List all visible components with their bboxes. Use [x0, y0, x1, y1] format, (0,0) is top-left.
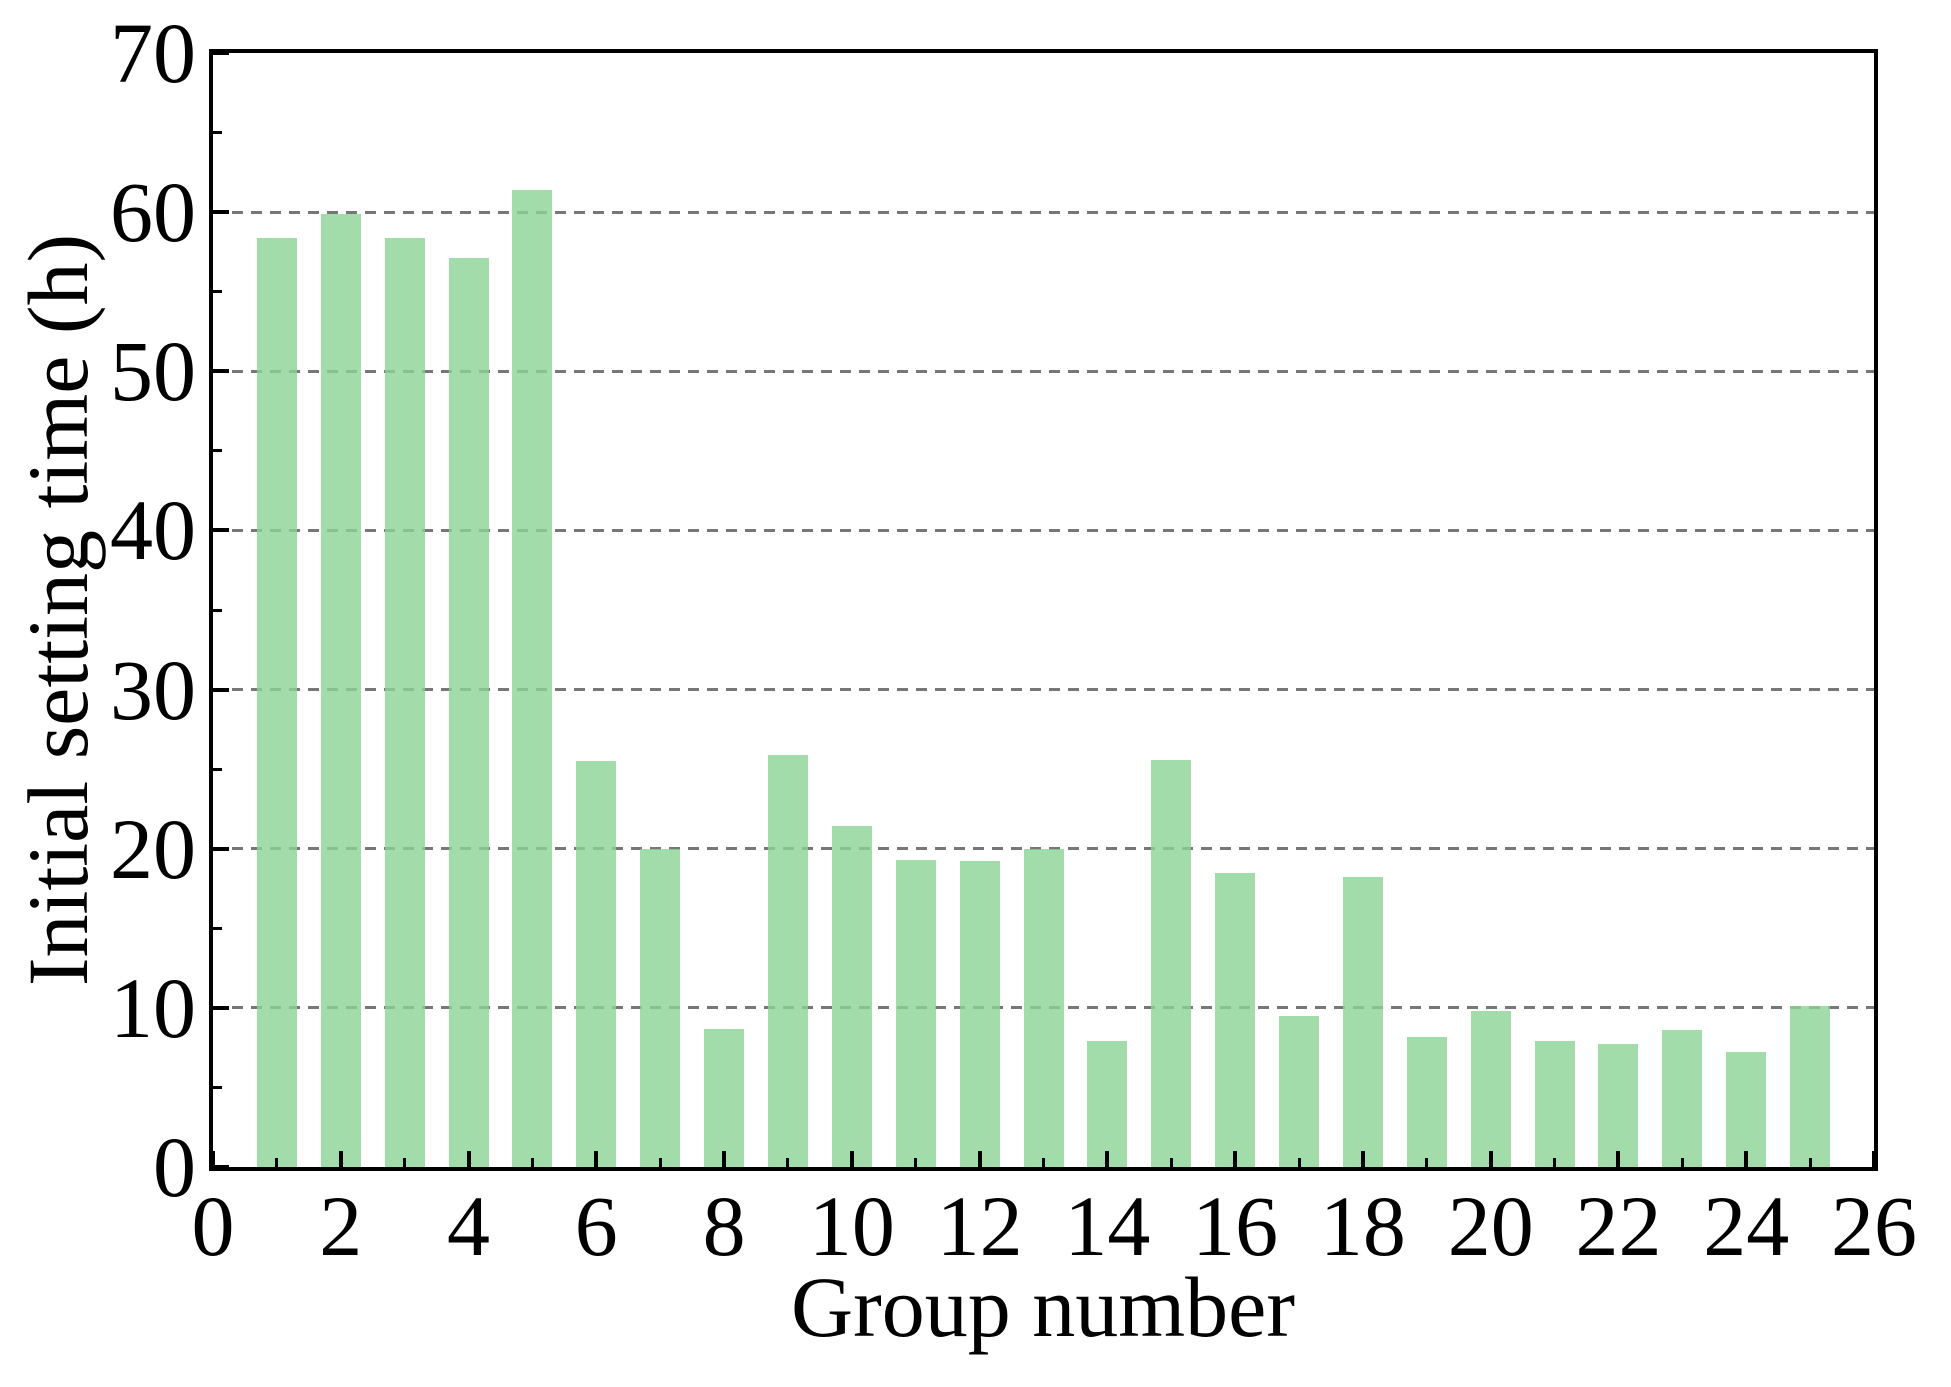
bar-group-18	[1342, 877, 1383, 1167]
x-tick-label-2: 2	[319, 1178, 363, 1274]
bar-group-5	[512, 189, 553, 1167]
y-tick-label-40: 40	[110, 482, 196, 579]
x-tick-label-18: 18	[1319, 1178, 1406, 1274]
x-tick-20	[1488, 1151, 1493, 1167]
y-minor-tick-35	[213, 608, 222, 612]
y-tick-30	[213, 687, 229, 692]
x-tick-label-22: 22	[1575, 1178, 1662, 1274]
y-tick-60	[213, 210, 229, 215]
x-minor-tick-7	[658, 1158, 662, 1167]
x-tick-22	[1616, 1151, 1621, 1167]
x-tick-4	[466, 1151, 471, 1167]
x-minor-tick-19	[1425, 1158, 1429, 1167]
x-minor-tick-5	[530, 1158, 534, 1167]
bar-group-12	[959, 861, 1000, 1167]
x-tick-26	[1872, 1151, 1876, 1167]
x-tick-label-12: 12	[936, 1178, 1023, 1274]
x-minor-tick-23	[1680, 1158, 1684, 1167]
y-tick-40	[213, 528, 229, 533]
x-minor-tick-3	[403, 1158, 407, 1167]
x-minor-tick-21	[1553, 1158, 1557, 1167]
bar-group-20	[1470, 1011, 1511, 1167]
x-tick-label-6: 6	[574, 1178, 618, 1274]
bar-group-3	[384, 237, 425, 1167]
y-tick-label-30: 30	[110, 641, 196, 738]
bar-group-15	[1151, 759, 1192, 1167]
bar-group-25	[1790, 1006, 1831, 1167]
x-tick-6	[594, 1151, 599, 1167]
bar-group-9	[767, 754, 808, 1167]
x-axis-label: Group number	[791, 1259, 1295, 1355]
bar-group-7	[640, 848, 681, 1167]
y-minor-tick-45	[213, 449, 222, 453]
bar-group-10	[831, 826, 872, 1167]
bar-group-6	[576, 761, 617, 1167]
bar-group-11	[895, 859, 936, 1167]
x-tick-label-0: 0	[191, 1178, 235, 1274]
x-minor-tick-17	[1297, 1158, 1301, 1167]
bar-group-22	[1598, 1044, 1639, 1167]
gridline-y-30	[213, 688, 1874, 692]
y-tick-50	[213, 369, 229, 374]
x-tick-label-16: 16	[1192, 1178, 1279, 1274]
x-tick-10	[849, 1151, 854, 1167]
x-minor-tick-25	[1808, 1158, 1812, 1167]
bar-group-8	[704, 1028, 745, 1167]
bar-group-17	[1279, 1015, 1320, 1167]
x-tick-label-24: 24	[1703, 1178, 1790, 1274]
y-minor-tick-65	[213, 131, 222, 135]
x-tick-label-10: 10	[808, 1178, 895, 1274]
x-tick-label-20: 20	[1447, 1178, 1534, 1274]
bar-group-1	[256, 237, 297, 1167]
y-tick-20	[213, 846, 229, 851]
y-tick-label-60: 60	[110, 164, 196, 261]
x-minor-tick-13	[1042, 1158, 1045, 1167]
y-tick-10	[213, 1005, 229, 1010]
bar-group-2	[320, 213, 361, 1167]
x-tick-label-14: 14	[1064, 1178, 1151, 1274]
y-tick-0	[213, 1165, 229, 1169]
x-minor-tick-1	[275, 1158, 279, 1167]
y-tick-label-20: 20	[110, 800, 196, 897]
bar-group-16	[1215, 872, 1256, 1167]
gridline-y-20	[213, 847, 1874, 851]
gridline-y-40	[213, 528, 1874, 532]
bar-group-13	[1023, 848, 1064, 1167]
y-minor-tick-5	[213, 1085, 222, 1089]
x-tick-12	[977, 1151, 982, 1167]
x-minor-tick-9	[786, 1158, 790, 1167]
bar-group-23	[1662, 1030, 1703, 1167]
x-tick-label-26: 26	[1831, 1178, 1917, 1274]
bar-group-14	[1087, 1041, 1128, 1167]
bar-group-24	[1726, 1052, 1767, 1167]
x-tick-2	[338, 1151, 343, 1167]
x-minor-tick-15	[1169, 1158, 1173, 1167]
y-tick-label-50: 50	[110, 323, 196, 420]
y-tick-label-70: 70	[110, 5, 196, 101]
bar-group-19	[1406, 1036, 1447, 1167]
y-minor-tick-25	[213, 767, 222, 771]
gridline-y-60	[213, 210, 1874, 214]
x-tick-label-4: 4	[447, 1178, 491, 1274]
bar-group-4	[448, 258, 489, 1167]
x-tick-8	[722, 1151, 727, 1167]
gridline-y-50	[213, 369, 1874, 373]
y-tick-70	[213, 51, 229, 55]
x-tick-0	[211, 1151, 215, 1167]
y-minor-tick-55	[213, 290, 222, 294]
x-minor-tick-11	[914, 1158, 918, 1167]
y-tick-label-10: 10	[110, 959, 196, 1056]
x-tick-24	[1744, 1151, 1749, 1167]
x-tick-14	[1105, 1151, 1110, 1167]
x-tick-18	[1360, 1151, 1365, 1167]
y-minor-tick-15	[213, 926, 222, 930]
bar-group-21	[1534, 1041, 1575, 1167]
y-tick-label-0: 0	[153, 1119, 196, 1215]
x-tick-label-8: 8	[702, 1178, 746, 1274]
plot-area	[209, 49, 1878, 1171]
x-tick-16	[1233, 1151, 1238, 1167]
